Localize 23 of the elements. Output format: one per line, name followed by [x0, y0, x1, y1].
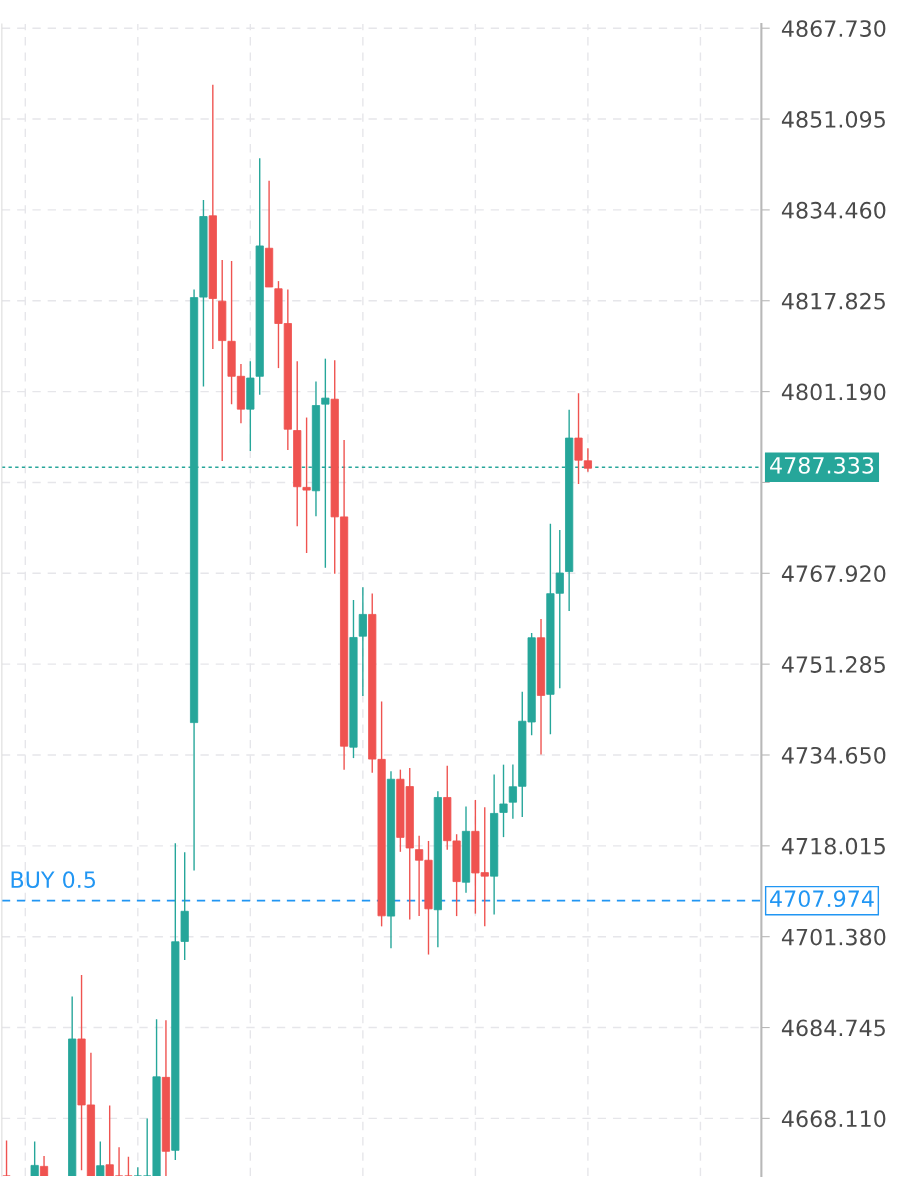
y-tick-label: 4734.650 [781, 746, 886, 764]
y-tick-label: 4834.460 [781, 201, 886, 219]
y-tick-label: 4817.825 [781, 292, 885, 310]
candlestick [96, 1140, 105, 1176]
ref-line-label: 4707.974 [770, 890, 874, 908]
candlestick [302, 416, 311, 554]
candlestick [358, 586, 367, 697]
y-tick-label: 4767.920 [781, 565, 886, 583]
y-tick-label: 4718.015 [781, 837, 885, 855]
candlestick [30, 1140, 39, 1176]
annotation: BUY 0.5 [11, 871, 95, 889]
y-tick-label: 4684.745 [781, 1019, 885, 1037]
y-tick-label: 4867.730 [781, 20, 886, 37]
y-tick-label: 4668.110 [781, 1110, 886, 1128]
candlestick [124, 1156, 133, 1176]
ref-line-label: 4787.333 [770, 456, 874, 474]
candlestick [133, 1166, 142, 1176]
y-tick-label: 4851.095 [781, 111, 885, 128]
candlestick [499, 763, 508, 838]
y-tick-label: 4701.380 [781, 928, 886, 946]
candlestick [2, 1139, 11, 1176]
y-tick-label: 4751.285 [781, 656, 885, 673]
y-tick-label: 4801.190 [781, 383, 886, 401]
